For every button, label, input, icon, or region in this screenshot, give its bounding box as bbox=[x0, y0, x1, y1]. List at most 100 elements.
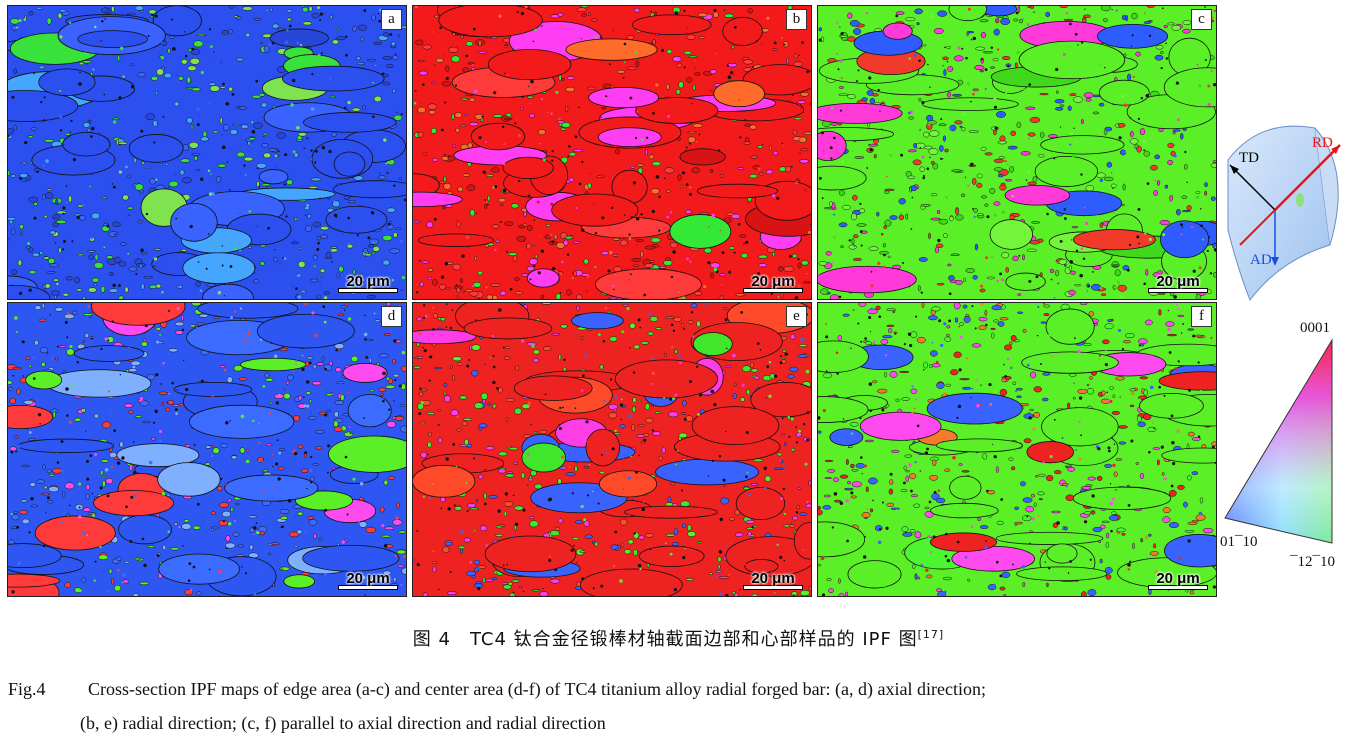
boundary-speck bbox=[833, 213, 836, 216]
boundary-speck bbox=[1170, 484, 1174, 488]
small-grain bbox=[1159, 219, 1170, 226]
boundary-speck bbox=[714, 52, 717, 55]
small-grain bbox=[999, 388, 1008, 396]
boundary-speck bbox=[419, 387, 422, 390]
boundary-speck bbox=[909, 343, 913, 348]
small-grain bbox=[743, 141, 751, 145]
boundary-speck bbox=[825, 335, 829, 339]
boundary-speck bbox=[965, 219, 968, 221]
small-grain bbox=[398, 177, 403, 180]
small-grain bbox=[838, 222, 848, 228]
small-grain bbox=[974, 243, 979, 251]
boundary-speck bbox=[1170, 414, 1174, 418]
boundary-speck bbox=[1074, 337, 1076, 340]
small-grain bbox=[499, 290, 507, 296]
panel-label-e: e bbox=[786, 306, 807, 327]
small-grain bbox=[140, 252, 148, 255]
small-grain bbox=[1020, 151, 1031, 156]
boundary-speck bbox=[492, 186, 495, 189]
small-grain bbox=[454, 506, 463, 511]
large-grain bbox=[325, 205, 388, 234]
small-grain bbox=[683, 50, 692, 55]
boundary-speck bbox=[1192, 334, 1196, 338]
small-grain bbox=[890, 507, 900, 510]
boundary-speck bbox=[295, 287, 298, 290]
boundary-speck bbox=[104, 468, 109, 472]
boundary-speck bbox=[502, 346, 505, 349]
small-grain bbox=[544, 234, 551, 240]
boundary-speck bbox=[22, 281, 25, 284]
small-grain bbox=[658, 455, 663, 462]
boundary-speck bbox=[1106, 399, 1110, 403]
small-grain bbox=[62, 491, 66, 498]
boundary-speck bbox=[1004, 375, 1007, 378]
small-grain bbox=[392, 373, 400, 378]
boundary-speck bbox=[246, 33, 250, 37]
boundary-speck bbox=[155, 330, 157, 333]
boundary-speck bbox=[940, 118, 943, 121]
boundary-speck bbox=[1015, 390, 1018, 393]
small-grain bbox=[330, 248, 338, 253]
boundary-speck bbox=[838, 295, 842, 299]
small-grain bbox=[955, 207, 959, 215]
boundary-speck bbox=[304, 214, 307, 216]
boundary-speck bbox=[755, 39, 758, 42]
boundary-speck bbox=[101, 20, 104, 23]
boundary-speck bbox=[809, 500, 811, 502]
small-grain bbox=[1037, 491, 1045, 496]
boundary-speck bbox=[859, 230, 863, 234]
small-grain bbox=[795, 432, 802, 438]
boundary-speck bbox=[910, 489, 913, 493]
boundary-speck bbox=[719, 517, 723, 522]
small-grain bbox=[999, 586, 1006, 591]
boundary-speck bbox=[132, 441, 135, 443]
small-grain bbox=[206, 283, 217, 287]
boundary-speck bbox=[168, 392, 170, 395]
boundary-speck bbox=[381, 524, 385, 528]
boundary-speck bbox=[554, 568, 558, 572]
small-grain bbox=[312, 255, 318, 261]
small-grain bbox=[77, 253, 85, 257]
small-grain bbox=[664, 316, 675, 320]
boundary-speck bbox=[900, 212, 903, 215]
boundary-speck bbox=[490, 548, 492, 550]
boundary-speck bbox=[364, 314, 366, 317]
small-grain bbox=[175, 330, 184, 335]
boundary-speck bbox=[323, 296, 328, 299]
small-grain bbox=[293, 414, 300, 422]
boundary-speck bbox=[1028, 416, 1032, 420]
small-grain bbox=[1167, 159, 1173, 166]
boundary-speck bbox=[663, 397, 665, 399]
scale-bar-text: 20 μm bbox=[751, 570, 795, 587]
boundary-speck bbox=[636, 110, 639, 113]
boundary-speck bbox=[933, 217, 935, 219]
small-grain bbox=[253, 17, 262, 21]
small-grain bbox=[265, 443, 273, 447]
boundary-speck bbox=[932, 535, 936, 538]
small-grain bbox=[923, 361, 928, 369]
boundary-speck bbox=[314, 161, 317, 164]
boundary-speck bbox=[643, 293, 647, 297]
boundary-speck bbox=[531, 344, 535, 348]
boundary-speck bbox=[444, 262, 449, 266]
boundary-speck bbox=[821, 593, 826, 596]
small-grain bbox=[1132, 542, 1135, 550]
small-grain bbox=[619, 518, 628, 526]
small-grain bbox=[907, 149, 917, 153]
small-grain bbox=[608, 412, 618, 419]
boundary-speck bbox=[1137, 117, 1140, 120]
small-grain bbox=[133, 557, 141, 561]
boundary-speck bbox=[141, 537, 145, 541]
boundary-speck bbox=[665, 542, 667, 544]
small-grain bbox=[239, 447, 246, 454]
boundary-speck bbox=[540, 97, 543, 101]
boundary-speck bbox=[783, 465, 786, 469]
small-grain bbox=[591, 18, 598, 22]
boundary-speck bbox=[301, 367, 305, 372]
small-grain bbox=[504, 346, 511, 349]
small-grain bbox=[460, 97, 469, 101]
boundary-speck bbox=[345, 35, 348, 38]
boundary-speck bbox=[600, 584, 604, 588]
small-grain bbox=[294, 217, 298, 221]
small-grain bbox=[1165, 321, 1175, 327]
